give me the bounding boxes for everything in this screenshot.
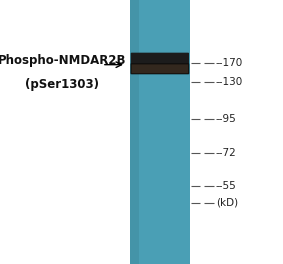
Text: --170: --170 (216, 58, 243, 68)
Bar (130, 0, 190, 264)
Text: (pSer1303): (pSer1303) (25, 78, 99, 91)
Text: --72: --72 (216, 148, 236, 158)
Text: --95: --95 (216, 114, 236, 124)
FancyBboxPatch shape (131, 64, 189, 74)
FancyBboxPatch shape (131, 53, 189, 74)
Text: --130: --130 (216, 77, 243, 87)
Text: Phospho-NMDAR2B: Phospho-NMDAR2B (0, 54, 127, 67)
Bar (130, 0, 139, 264)
Text: --55: --55 (216, 181, 236, 191)
Text: (kD): (kD) (216, 198, 238, 208)
